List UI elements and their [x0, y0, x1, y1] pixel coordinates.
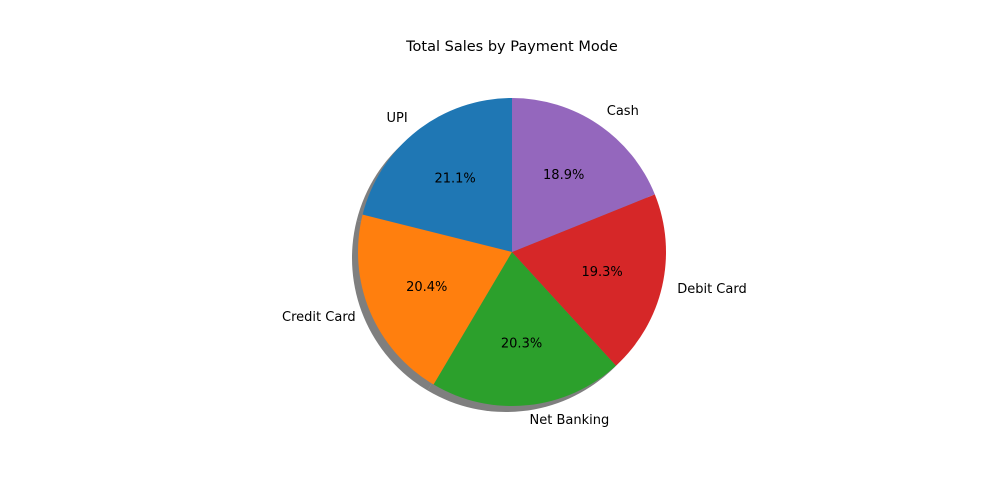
pie-slice-net-banking [433, 252, 617, 406]
slice-label-cash: Cash [607, 104, 639, 119]
pie-slice-credit-card [358, 214, 512, 385]
pie-slice-debit-card [512, 194, 666, 366]
percent-label-credit-card: 20.4% [406, 280, 447, 295]
pie-slice-cash [512, 98, 655, 252]
pie-slices [358, 98, 666, 406]
slice-label-net-banking: Net Banking [530, 413, 610, 428]
percent-label-upi: 21.1% [434, 172, 475, 187]
pie-slice-upi [362, 98, 512, 252]
slice-label-upi: UPI [387, 111, 408, 126]
slice-label-credit-card: Credit Card [282, 310, 356, 325]
percent-label-net-banking: 20.3% [501, 336, 542, 351]
slice-label-debit-card: Debit Card [677, 282, 747, 297]
pie-labels: UPI 21.1% Credit Card 20.4% Net Banking 20.3%… [282, 104, 747, 428]
percent-label-cash: 18.9% [543, 168, 584, 183]
percent-label-debit-card: 19.3% [581, 265, 622, 280]
chart-title: Total Sales by Payment Mode [405, 39, 618, 55]
